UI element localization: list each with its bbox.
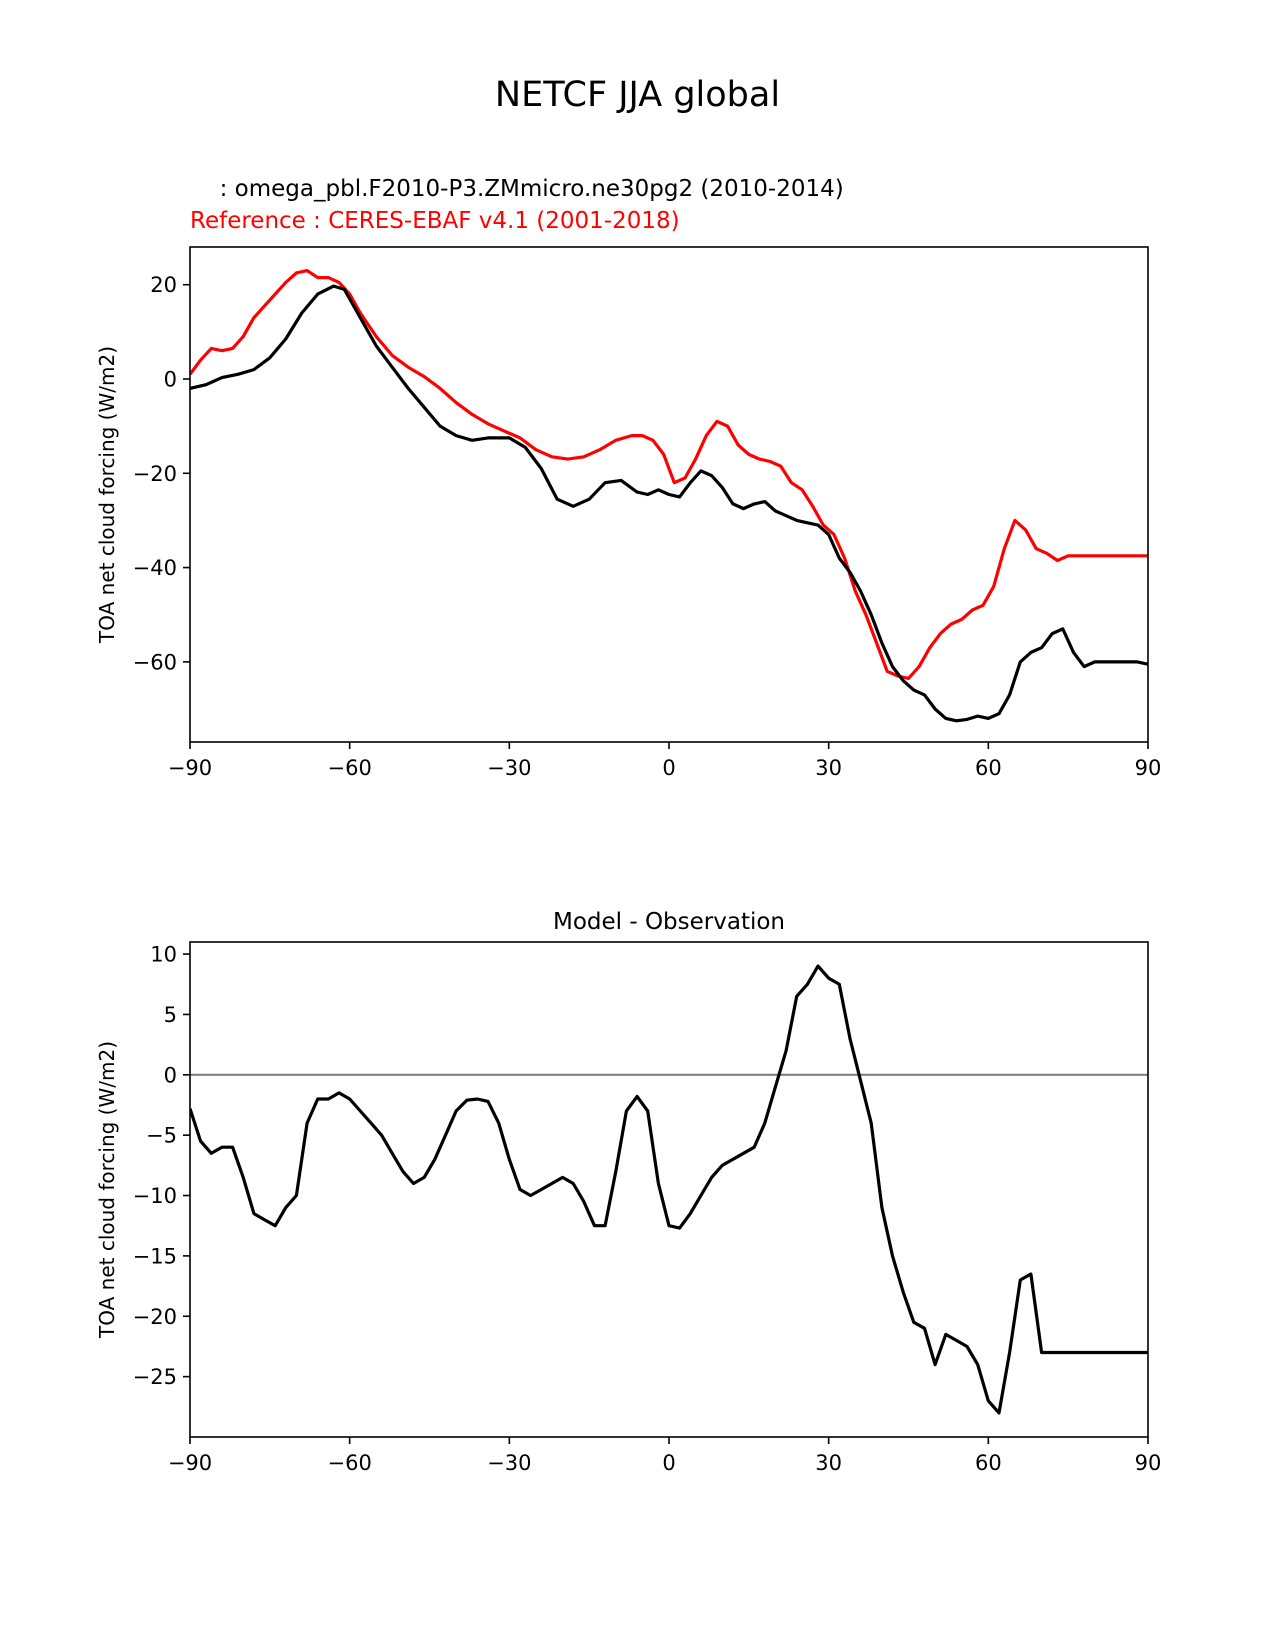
- x-tick-label: −90: [168, 756, 212, 780]
- y-tick-label: 5: [164, 1003, 177, 1027]
- x-tick-label: −30: [487, 1451, 531, 1475]
- reference-series-line: [190, 269, 1148, 681]
- x-tick-label: 30: [815, 1451, 842, 1475]
- y-tick-label: −40: [133, 556, 177, 580]
- x-tick-label: 0: [662, 756, 675, 780]
- panel-title: Model - Observation: [553, 909, 785, 935]
- y-axis-label: TOA net cloud forcing (W/m2): [95, 1041, 119, 1339]
- axes-frame: [189, 941, 1149, 1438]
- x-tick-label: 60: [975, 756, 1002, 780]
- y-tick-label: 0: [164, 368, 177, 392]
- y-tick-label: −20: [133, 1305, 177, 1329]
- difference-series-line: [190, 964, 1148, 1415]
- y-tick-label: 10: [150, 943, 177, 967]
- x-tick-label: 0: [662, 1451, 675, 1475]
- x-tick-label: 60: [975, 1451, 1002, 1475]
- y-tick-label: −25: [133, 1365, 177, 1389]
- x-tick-label: 90: [1135, 756, 1162, 780]
- suptitle: NETCF JJA global: [494, 75, 781, 115]
- bottom-panel-difference: −90 −60 −30 0 30 60 90 10 5 0 −5 −10 −15 −20 −25 TOA ne…: [95, 909, 1161, 1475]
- x-tick-label: −60: [328, 756, 372, 780]
- y-tick-label: 20: [150, 273, 177, 297]
- y-axis-label: TOA net cloud forcing (W/m2): [95, 346, 119, 644]
- test-series-line: [190, 284, 1148, 723]
- y-tick-label: −5: [146, 1124, 177, 1148]
- x-tick-label: −60: [328, 1451, 372, 1475]
- y-tick-label: −10: [133, 1184, 177, 1208]
- y-tick-label: 0: [164, 1063, 177, 1087]
- x-tick-label: −90: [168, 1451, 212, 1475]
- y-tick-label: −20: [133, 462, 177, 486]
- x-tick-label: −30: [487, 756, 531, 780]
- y-tick-label: −60: [133, 650, 177, 674]
- top-panel-climatology: −90 −60 −30 0 30 60 90 20 0 −20 −40 −60 TOA net clou…: [95, 246, 1162, 780]
- x-tick-label: 30: [815, 756, 842, 780]
- test-case-label: : omega_pbl.F2010-P3.ZMmicro.ne30pg2 (20…: [205, 176, 844, 202]
- y-tick-label: −15: [133, 1244, 177, 1268]
- x-tick-label: 90: [1135, 1451, 1162, 1475]
- reference-label: Reference : CERES-EBAF v4.1 (2001-2018): [190, 208, 680, 234]
